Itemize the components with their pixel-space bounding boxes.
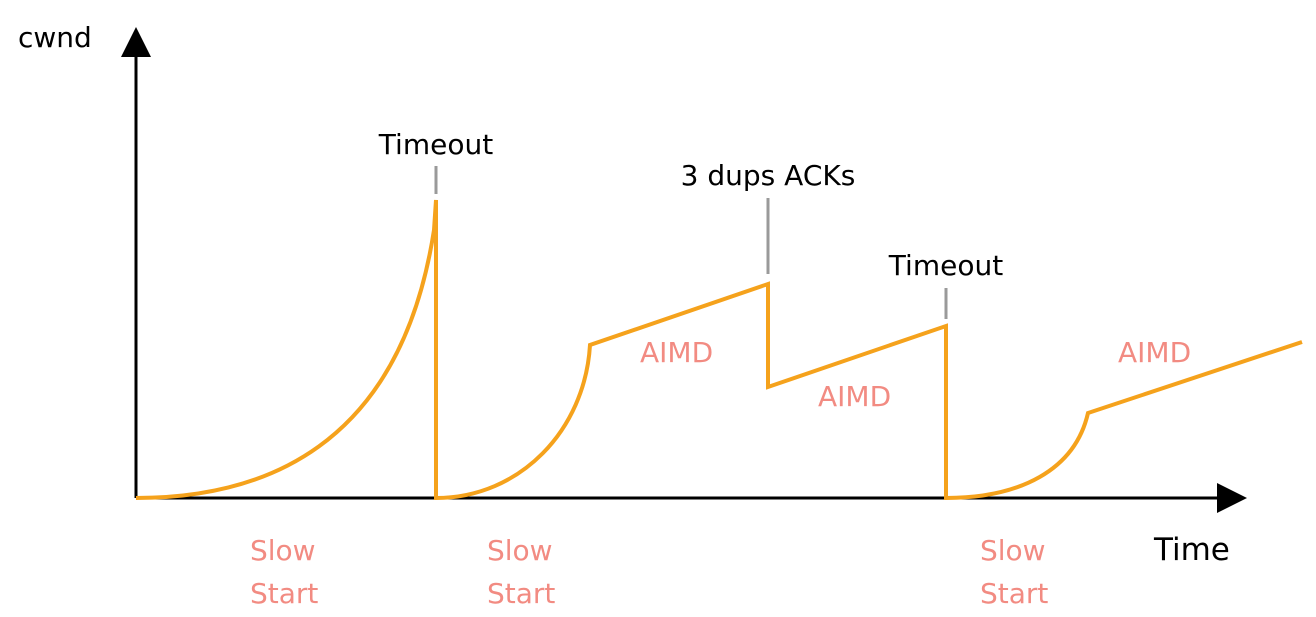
timeout-2-label: Timeout (888, 249, 1003, 282)
slow-start-1-line2: Start (250, 577, 318, 610)
timeout-1-label: Timeout (378, 128, 493, 161)
dup-acks-label: 3 dups ACKs (681, 159, 856, 192)
aimd-label-2: AIMD (818, 380, 891, 413)
slow-start-3-line1: Slow (980, 534, 1046, 567)
aimd-label-1: AIMD (640, 336, 713, 369)
slow-start-2-line1: Slow (487, 534, 553, 567)
y-axis-label: cwnd (18, 21, 92, 54)
x-axis-label: Time (1153, 532, 1230, 568)
slow-start-2-line2: Start (487, 577, 555, 610)
aimd-label-3: AIMD (1118, 336, 1191, 369)
slow-start-3-line2: Start (980, 577, 1048, 610)
slow-start-1-line1: Slow (250, 534, 316, 567)
